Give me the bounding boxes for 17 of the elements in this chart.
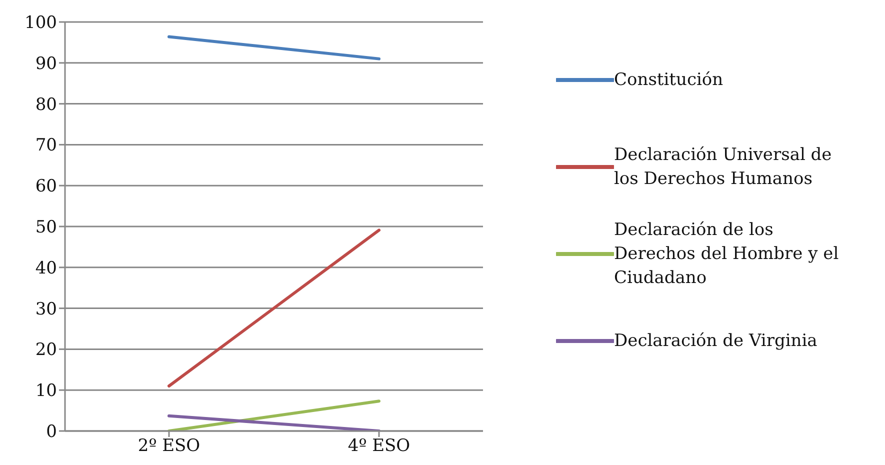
legend-label: Declaración de Virginia <box>614 330 818 352</box>
y-tick-label: 90 <box>35 54 57 74</box>
legend-label: Declaración de los Derechos del Hombre y el Ciudadano <box>614 218 840 290</box>
y-tick-label: 10 <box>35 381 57 402</box>
y-tick-label: 40 <box>35 258 57 278</box>
x-tick-label: 4º ESO <box>348 436 410 456</box>
y-tick-label: 100 <box>24 13 57 34</box>
y-tick-label: 60 <box>35 176 57 197</box>
y-tick-label: 20 <box>35 340 57 360</box>
legend-label: Constitución <box>614 68 724 92</box>
y-tick-label: 30 <box>35 299 57 320</box>
y-tick-label: 70 <box>35 136 57 156</box>
y-tick-label: 80 <box>35 94 57 115</box>
x-tick-label: 2º ESO <box>138 436 200 456</box>
y-tick-label: 0 <box>46 422 57 442</box>
y-tick-label: 50 <box>35 218 57 238</box>
legend-label: Declaración Universal de los Derechos Humanos <box>614 144 833 190</box>
